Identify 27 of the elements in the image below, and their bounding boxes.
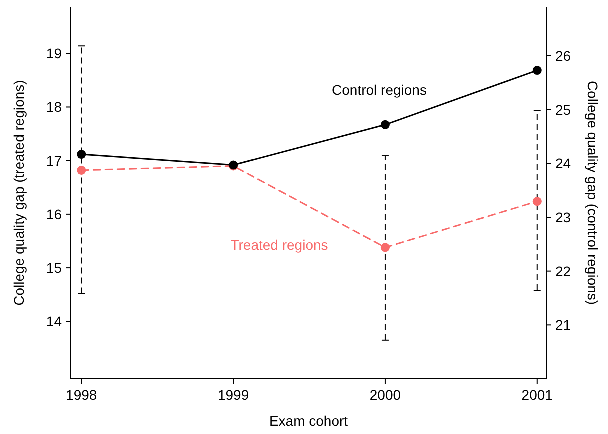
y-tick-label: 17 (46, 152, 62, 169)
y2-tick-label: 24 (556, 156, 572, 172)
y2-tick-label: 22 (556, 263, 572, 280)
point (380, 243, 390, 252)
point (532, 66, 542, 76)
x-tick-label: 2000 (370, 387, 402, 403)
x-tick-label: 2001 (522, 387, 554, 403)
point (77, 166, 86, 175)
y2-tick-label: 26 (556, 48, 572, 64)
x-axis-title: Exam cohort (269, 413, 348, 429)
x-tick-label: 1998 (66, 387, 98, 403)
y-tick-label: 18 (46, 99, 62, 116)
x-tick-label: 1999 (218, 387, 250, 403)
y-tick-label: 16 (46, 206, 62, 222)
point (532, 197, 542, 206)
y-axis-title: College quality gap (treated regions) (11, 80, 27, 306)
y2-tick-label: 25 (556, 102, 572, 118)
y2-tick-label: 21 (556, 317, 572, 334)
y2-axis-title: College quality gap (control regions) (585, 80, 601, 306)
point (380, 120, 390, 130)
y-tick-label: 14 (46, 314, 62, 330)
series-label: Control regions (332, 82, 427, 98)
y2-tick-label: 23 (556, 209, 572, 226)
series-label: Treated regions (230, 236, 328, 253)
y-tick-label: 19 (46, 46, 62, 62)
y-tick-label: 15 (46, 260, 62, 276)
point (77, 150, 86, 160)
